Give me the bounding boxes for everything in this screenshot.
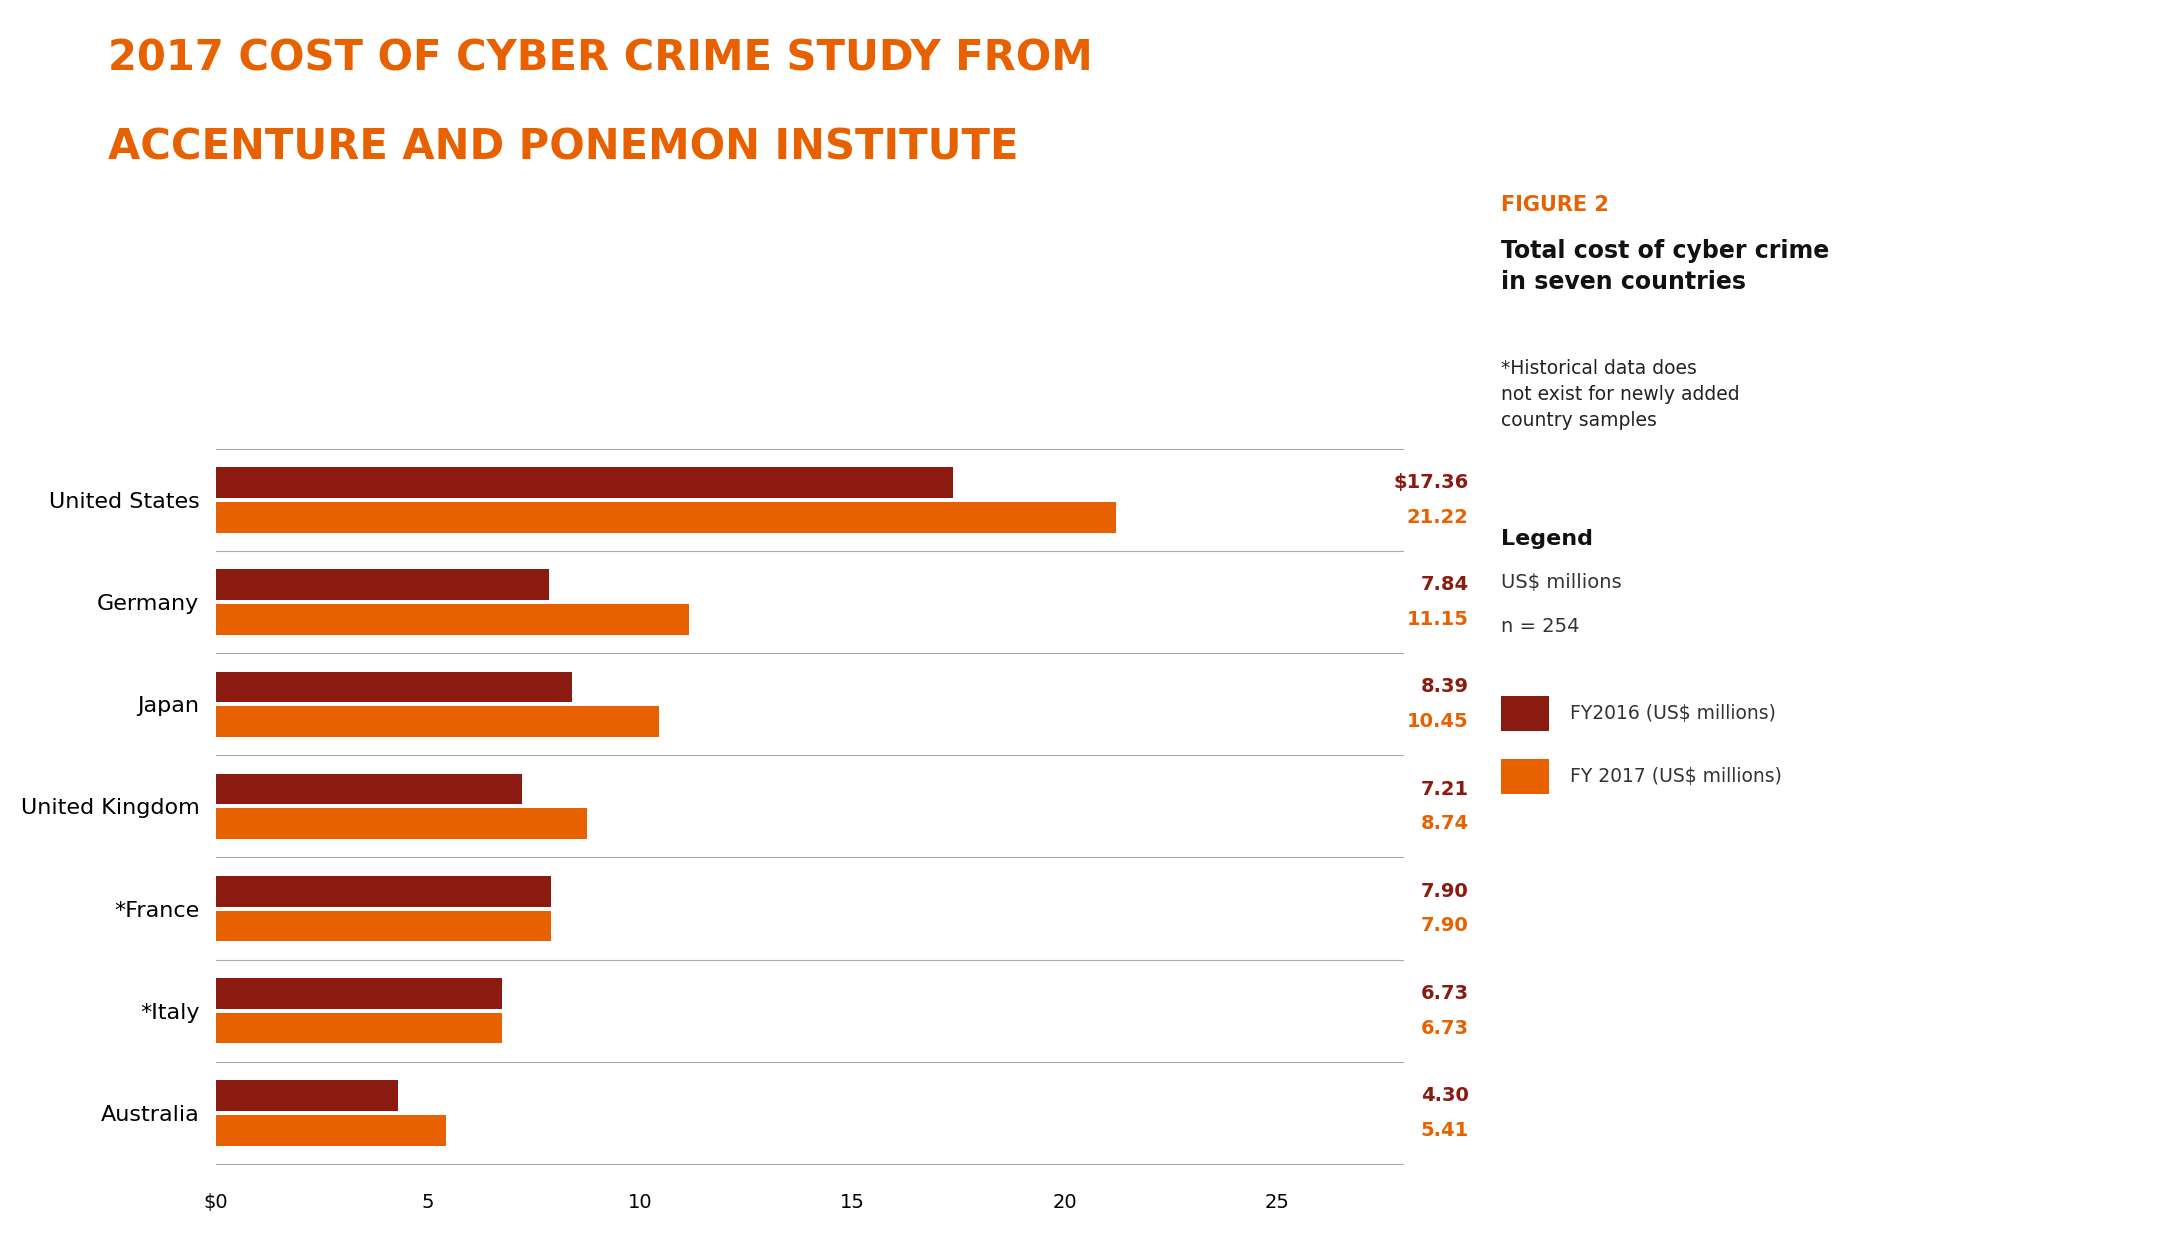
Text: *Historical data does
not exist for newly added
country samples: *Historical data does not exist for newl…: [1501, 359, 1739, 430]
Text: 7.84: 7.84: [1421, 576, 1469, 595]
Text: 2017 COST OF CYBER CRIME STUDY FROM: 2017 COST OF CYBER CRIME STUDY FROM: [108, 38, 1093, 79]
Text: US$ millions: US$ millions: [1501, 573, 1622, 592]
Bar: [216, 876, 551, 906]
Bar: [216, 467, 953, 498]
Text: Legend: Legend: [1501, 529, 1594, 549]
Text: 7.21: 7.21: [1421, 780, 1469, 799]
Bar: [216, 501, 1117, 533]
Text: 7.90: 7.90: [1421, 882, 1469, 901]
Text: 11.15: 11.15: [1406, 610, 1469, 629]
Bar: [216, 570, 549, 600]
Bar: [216, 1080, 397, 1111]
Text: 6.73: 6.73: [1421, 1018, 1469, 1037]
Text: FY 2017 (US$ millions): FY 2017 (US$ millions): [1570, 766, 1782, 786]
Text: FY2016 (US$ millions): FY2016 (US$ millions): [1570, 703, 1776, 723]
Text: 4.30: 4.30: [1421, 1086, 1469, 1105]
Bar: [216, 978, 501, 1009]
Text: 21.22: 21.22: [1406, 508, 1469, 527]
Bar: [216, 707, 659, 737]
Text: 10.45: 10.45: [1406, 712, 1469, 731]
Text: 5.41: 5.41: [1421, 1120, 1469, 1140]
Bar: [216, 809, 588, 839]
Bar: [216, 604, 689, 635]
Text: FIGURE 2: FIGURE 2: [1501, 195, 1609, 215]
Bar: [216, 1115, 445, 1145]
Bar: [216, 672, 572, 702]
Text: 7.90: 7.90: [1421, 916, 1469, 935]
Text: 6.73: 6.73: [1421, 984, 1469, 1003]
Bar: [216, 774, 523, 804]
Bar: [216, 1013, 501, 1043]
Text: Total cost of cyber crime
in seven countries: Total cost of cyber crime in seven count…: [1501, 239, 1830, 294]
Text: $17.36: $17.36: [1393, 472, 1469, 493]
Bar: [216, 911, 551, 941]
Text: n = 254: n = 254: [1501, 617, 1579, 636]
Text: ACCENTURE AND PONEMON INSTITUTE: ACCENTURE AND PONEMON INSTITUTE: [108, 126, 1020, 168]
Text: 8.74: 8.74: [1421, 814, 1469, 833]
Text: 8.39: 8.39: [1421, 678, 1469, 697]
